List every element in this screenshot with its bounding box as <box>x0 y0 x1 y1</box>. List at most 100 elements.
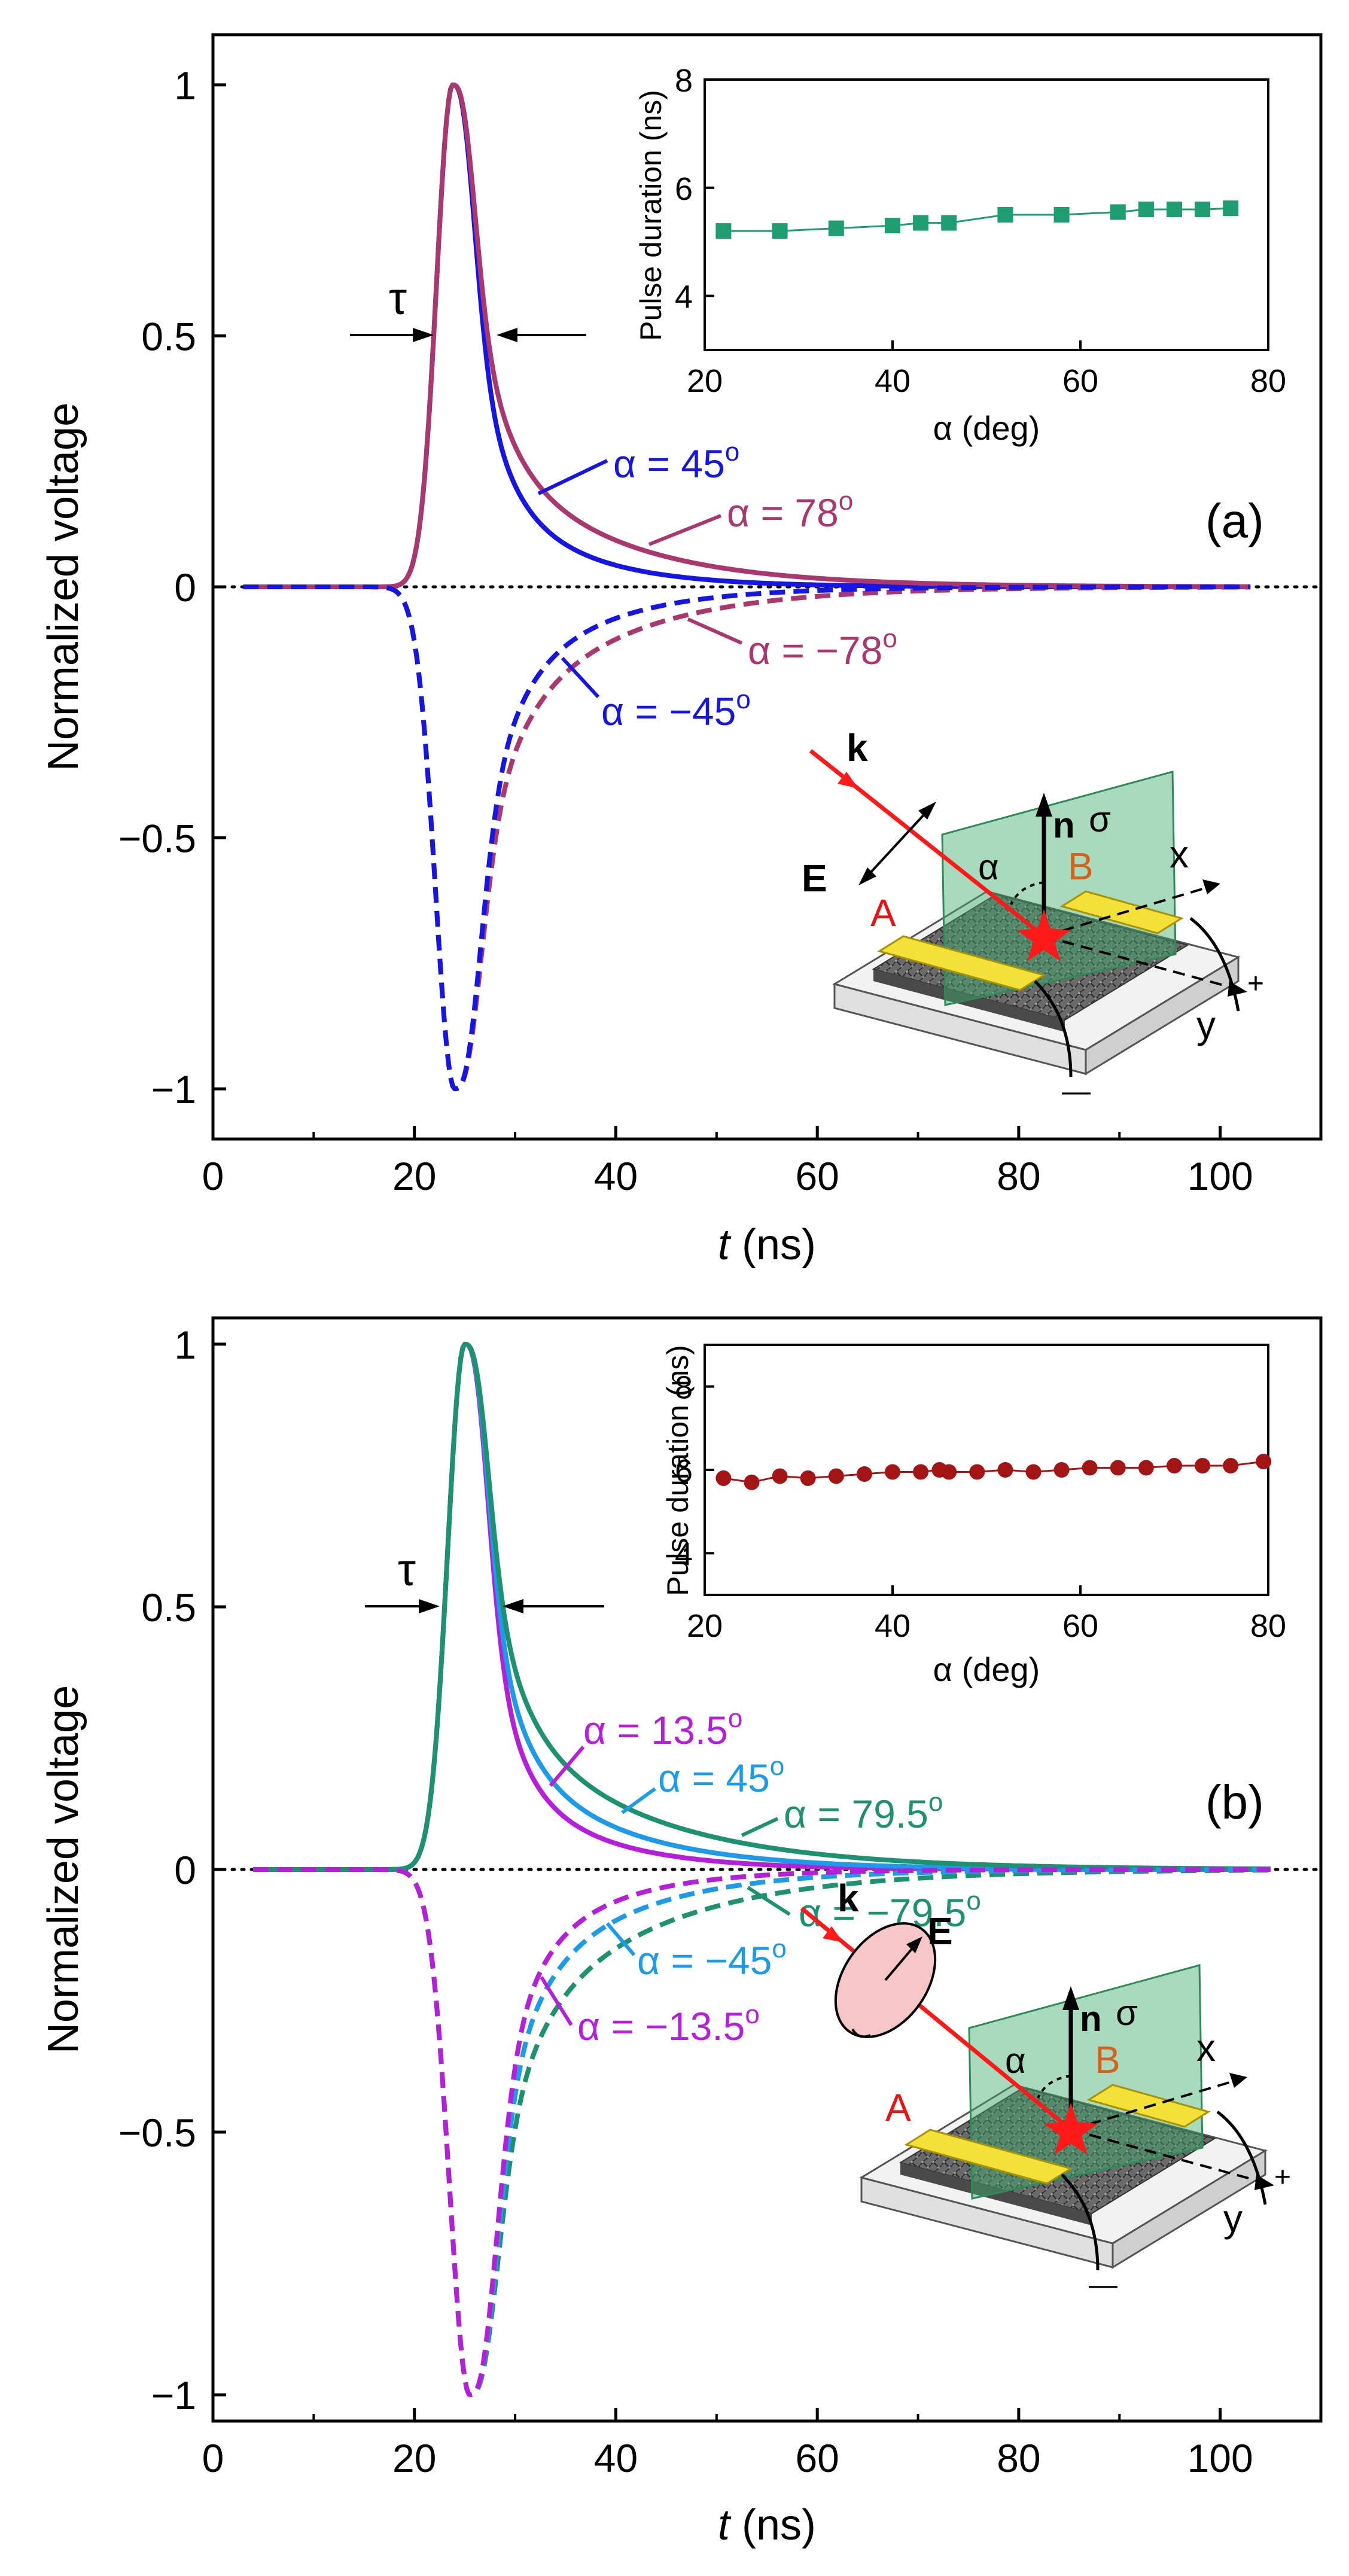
device-schematic: k E n σ α A B x y + — <box>800 1877 1291 2301</box>
angle-arc <box>1010 881 1045 905</box>
inset-point <box>800 1470 816 1486</box>
x-tick-label: 80 <box>997 2436 1040 2480</box>
e-field-arrow <box>860 803 934 884</box>
inset-point <box>828 220 844 236</box>
inset-x-tick-label: 80 <box>1250 1608 1286 1644</box>
svg-text:y: y <box>1223 2197 1243 2240</box>
inset-y-tick-label: 6 <box>675 171 693 207</box>
y-tick-label: 0 <box>174 1848 196 1892</box>
svg-text:—: — <box>1062 1076 1091 1107</box>
y-tick-label: −0.5 <box>118 2111 196 2155</box>
x-tick-label: 100 <box>1187 1154 1253 1198</box>
curve-label: α = 45o <box>658 1752 784 1800</box>
inset-point <box>1167 201 1182 217</box>
y-axis-arrow <box>1043 935 1242 991</box>
inset-point <box>1025 1464 1042 1480</box>
electrode-a <box>904 2129 1073 2185</box>
inset-point <box>969 1464 985 1480</box>
inset-y-tick-label: 4 <box>675 279 693 315</box>
inset-y-tick-label: 4 <box>675 1536 693 1572</box>
inset-series <box>715 1454 1272 1490</box>
y-tick-label: 0 <box>174 565 196 610</box>
curve-label: α = −45o <box>637 1934 787 1983</box>
x-axis-label: t (ns) <box>718 2501 816 2549</box>
inset-point <box>856 1466 872 1482</box>
inset-x-label: α (deg) <box>933 1651 1040 1688</box>
y-axis-label: Normalized voltage <box>39 1685 87 2054</box>
inset-point <box>941 215 957 231</box>
svg-text:+: + <box>1247 968 1264 1000</box>
tau-marker: τ <box>365 1545 604 1613</box>
x-tick-label: 40 <box>594 2436 638 2480</box>
svg-text:n: n <box>1053 805 1075 845</box>
svg-text:A: A <box>870 891 896 934</box>
inset-series <box>715 200 1239 239</box>
x-tick-label: 40 <box>594 1154 638 1198</box>
inset-y-tick-label: 6 <box>675 1453 693 1489</box>
x-tick-label: 0 <box>202 1154 224 1198</box>
tau-label: τ <box>389 273 407 324</box>
panel-b: 0 20 40 60 80 100 −1 −0.5 0 0.5 1 Normalized volta… <box>39 1316 1323 2549</box>
inset-x-tick-label: 60 <box>1062 1608 1098 1644</box>
panel-label: (b) <box>1205 1776 1264 1829</box>
inset-point <box>1256 1454 1272 1470</box>
inset-point <box>1223 1458 1239 1474</box>
x-tick-label: 100 <box>1187 2436 1253 2480</box>
svg-text:x: x <box>1196 2026 1216 2069</box>
inset-point <box>715 1470 732 1486</box>
panel-label: (a) <box>1205 494 1264 547</box>
series-line <box>242 584 1251 1092</box>
series-line <box>252 1867 1271 2398</box>
inset-point <box>1110 204 1126 220</box>
axis-ticks <box>211 1342 1222 2421</box>
inset-point <box>885 1464 900 1480</box>
laser-spot <box>1044 2103 1098 2155</box>
inset-point <box>772 1468 788 1484</box>
laser-beam <box>800 1907 1073 2132</box>
device-schematic: k E n σ α A B x y + — <box>802 726 1264 1107</box>
x-axis-arrow <box>1070 2078 1242 2131</box>
series-line <box>252 1867 1271 2398</box>
inset-point <box>1053 207 1070 223</box>
inset-point <box>997 1462 1013 1478</box>
inset-point <box>941 1464 957 1480</box>
inset-point <box>997 207 1013 223</box>
svg-text:A: A <box>885 2086 911 2129</box>
inset-y-tick-label: 8 <box>675 1370 693 1406</box>
inset-x-tick-label: 20 <box>687 363 723 399</box>
angle-arc <box>1037 2075 1071 2099</box>
y-tick-label: −0.5 <box>118 817 196 861</box>
inset-y-label: Pulse duration (ns) <box>634 90 668 341</box>
inset-x-tick-label: 40 <box>875 1608 911 1644</box>
svg-text:σ: σ <box>1089 799 1111 839</box>
inset-x-tick-label: 80 <box>1250 363 1286 399</box>
inset-point <box>744 1474 760 1490</box>
wire <box>1216 2111 1267 2205</box>
svg-text:B: B <box>1068 845 1094 888</box>
svg-text:k: k <box>846 726 868 769</box>
inset-point <box>1195 201 1211 217</box>
svg-text:α: α <box>1005 2041 1026 2081</box>
x-tick-label: 20 <box>392 2436 436 2480</box>
curve-label: α = 79.5o <box>784 1788 943 1836</box>
curve-label: α = 78o <box>727 486 853 535</box>
x-axis-arrow <box>1043 884 1215 937</box>
curve-labels: α = 45o α = 78o α = −78o α = −45o <box>537 437 897 733</box>
svg-text:y: y <box>1196 1003 1216 1046</box>
axis-ticks <box>211 83 1222 1139</box>
inset-point <box>885 218 900 234</box>
inset-x-tick-label: 20 <box>687 1608 723 1644</box>
electrode-a <box>877 935 1046 991</box>
y-tick-label: −1 <box>151 1067 196 1112</box>
tau-marker: τ <box>350 273 586 342</box>
x-tick-label: 60 <box>795 2436 839 2480</box>
x-tick-label: 80 <box>997 1154 1040 1198</box>
inset-point <box>1138 1460 1154 1476</box>
svg-text:+: + <box>1274 2161 1291 2193</box>
svg-text:—: — <box>1089 2269 1117 2301</box>
inset-point <box>913 1464 929 1480</box>
inset-point <box>715 223 732 239</box>
tau-label: τ <box>398 1545 416 1595</box>
panel-a: 0 20 40 60 80 100 −1 −0.5 0 0.5 1 Normalized volta… <box>39 33 1323 1269</box>
